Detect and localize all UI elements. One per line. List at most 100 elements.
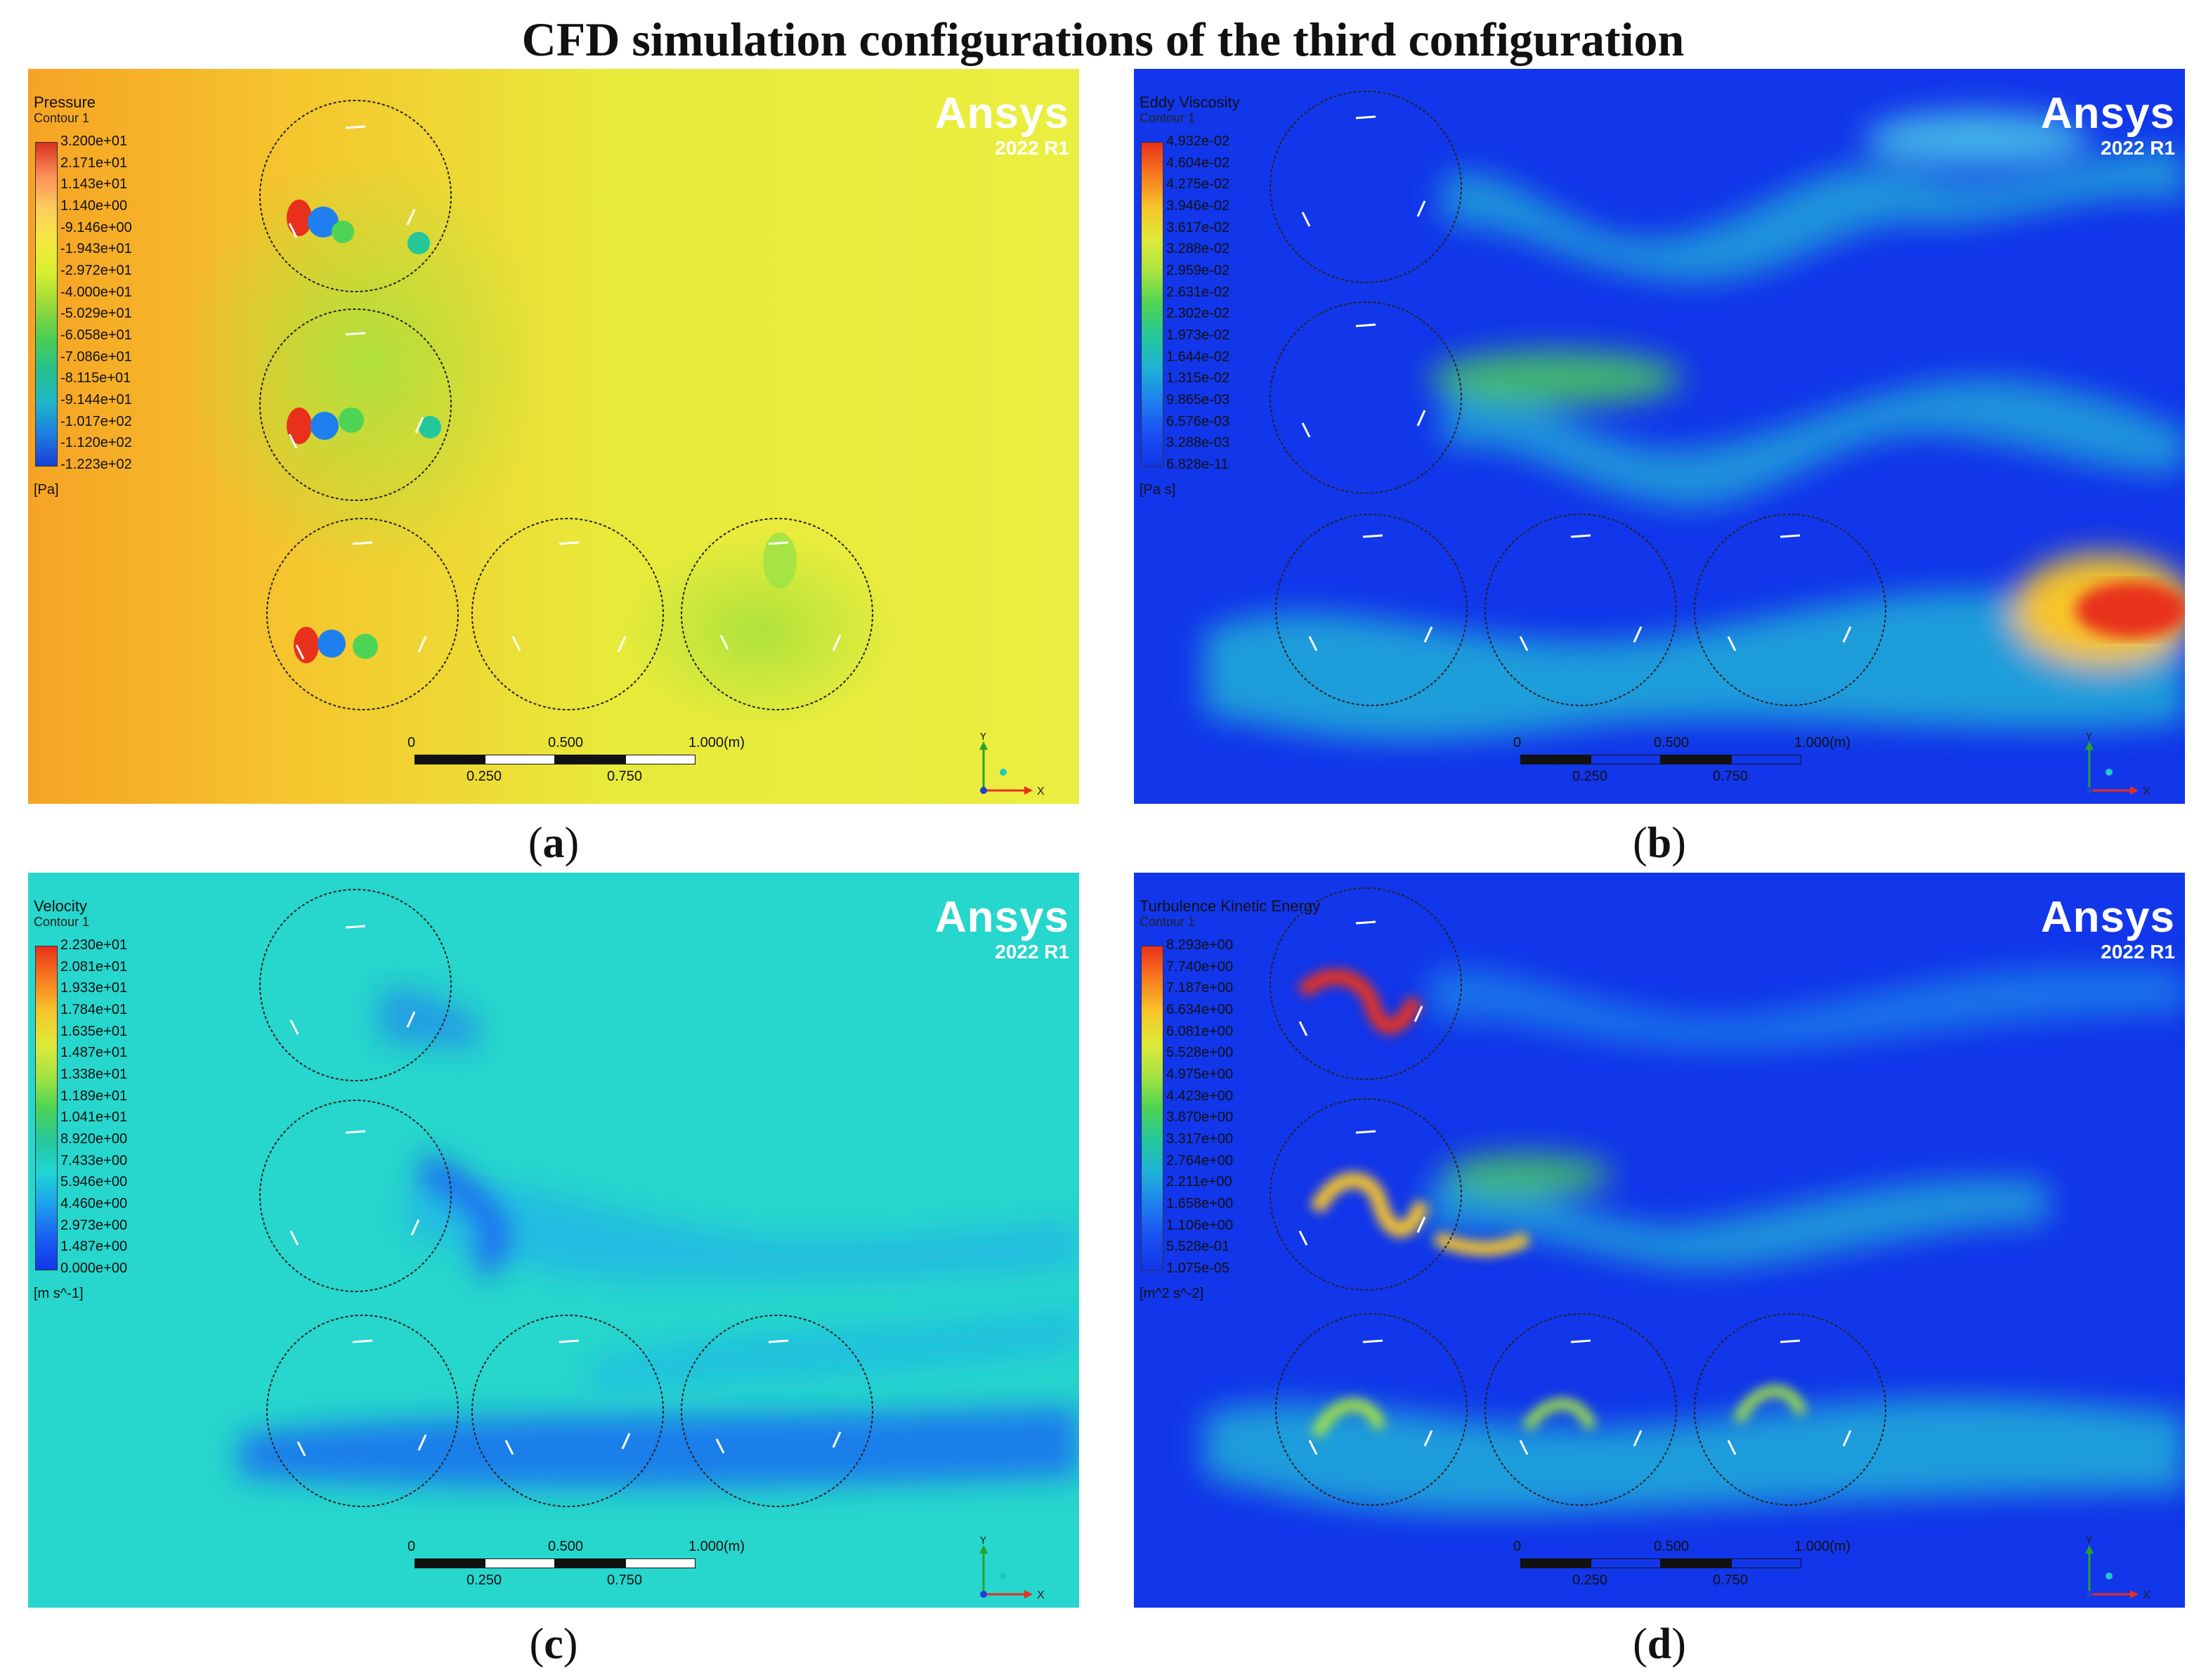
y-axis-arrowhead [2085, 1545, 2094, 1554]
legend-title: Turbulence Kinetic Energy [1140, 897, 1321, 915]
wake-plumes [1204, 111, 2185, 741]
legend-tick-label: 4.423e+00 [1166, 1088, 1234, 1104]
legend-title: Velocity [34, 897, 87, 915]
scale-unit: (m) [1829, 735, 1851, 750]
legend-tick-label: 1.189e+01 [60, 1088, 128, 1104]
z-axis-dot [980, 787, 987, 794]
view-center-dot [2106, 769, 2113, 776]
legend-tick-label: 3.288e-02 [1166, 241, 1230, 257]
caption-b: (b) [1633, 819, 1686, 867]
velocity-field [28, 873, 1079, 1608]
y-axis-label: Y [979, 733, 987, 743]
scale-segment [1591, 1558, 1661, 1568]
scale-label: 0 [1513, 735, 1522, 750]
legend-tick-label: 1.635e+01 [60, 1023, 128, 1039]
scale-label: 0.500 [548, 1539, 584, 1554]
legend-tick-label: 5.528e-01 [1166, 1239, 1230, 1255]
y-axis-arrowhead [2085, 741, 2094, 750]
rotor-circle [1275, 1313, 1468, 1506]
rotor-circle [259, 308, 452, 501]
eddy-viscosity-peak [2075, 582, 2185, 638]
legend-tick-label: 7.740e+00 [1166, 958, 1234, 975]
legend-tick-label: -9.146e+00 [60, 219, 132, 235]
legend-tick-label: -7.086e+01 [60, 349, 132, 365]
legend-tick-label: 1.140e+00 [60, 198, 128, 214]
legend-tick-label: 2.211e+00 [1166, 1174, 1232, 1190]
legend-tick-label: 1.644e-02 [1166, 349, 1230, 365]
scale-segment [485, 755, 555, 764]
scale-segment [1520, 1558, 1591, 1568]
axes-triad: YX [2085, 733, 2150, 797]
legend-tick-label: 3.288e-03 [1166, 435, 1230, 451]
scale-bar: 0 0.500 1.000 (m) 0.250 0.750 [1513, 729, 1851, 793]
x-axis-arrowhead [1024, 1590, 1033, 1598]
scale-label: 0.750 [1713, 769, 1749, 784]
figure-title: CFD simulation configurations of the thi… [521, 13, 1685, 66]
tke-contour-panel: Turbulence Kinetic Energy Contour 1 8.29… [1134, 873, 2185, 1608]
eddy-viscosity-contour-panel: Eddy Viscosity Contour 1 4.932e-02 4.604e… [1134, 69, 2185, 804]
scale-segment [485, 1558, 555, 1568]
legend-tick-label: 4.975e+00 [1166, 1067, 1234, 1082]
legend-tick-label: 6.828e-11 [1166, 457, 1229, 472]
scale-unit: (m) [1829, 1539, 1851, 1554]
legend-title: Eddy Viscosity [1140, 93, 1240, 111]
axes-triad: YX [2085, 1537, 2150, 1601]
legend-subtitle: Contour 1 [34, 915, 90, 929]
brand-name: Ansys [2040, 893, 2175, 942]
y-axis-arrowhead [979, 741, 988, 750]
legend-tick-label: 4.932e-02 [1166, 134, 1230, 149]
scale-bar: 0 0.500 1.000 (m) 0.250 0.750 [407, 1533, 745, 1596]
scale-label: 0.750 [1713, 1572, 1749, 1588]
wake-deficits [239, 989, 1079, 1487]
z-axis-dot [2086, 787, 2093, 794]
legend-tick-label: 3.870e+00 [1166, 1109, 1234, 1126]
rotor-circle [266, 518, 459, 710]
legend-tick-label: 1.106e+00 [1166, 1217, 1234, 1233]
legend-tick-label: 1.658e+00 [1166, 1196, 1234, 1211]
blades [1298, 920, 1852, 1455]
ansys-logo: Ansys 2022 R1 [935, 894, 1069, 963]
legend-unit: [Pa s] [1140, 482, 1176, 497]
legend-tick-label: 2.764e+00 [1166, 1152, 1234, 1168]
rotor-circle [471, 1315, 664, 1507]
axes-triad: YX [979, 733, 1045, 797]
rotor-circle [1270, 91, 1462, 283]
brand-version: 2022 R1 [2101, 137, 2175, 159]
tke-hotspots [1297, 969, 1807, 1438]
scale-segment [1661, 755, 1731, 764]
caption-c: (c) [529, 1620, 578, 1668]
legend-unit: [m^2 s^-2] [1140, 1286, 1204, 1301]
eddy-viscosity-field [1134, 69, 2185, 804]
legend-tick-label: 0.000e+00 [60, 1261, 128, 1276]
legend-tick-label: 6.634e+00 [1166, 1002, 1234, 1017]
scale-label: 0 [407, 735, 416, 750]
legend-tick-label: 8.920e+00 [60, 1131, 128, 1147]
scale-label: 1.000 [688, 1539, 724, 1554]
scale-segment [415, 1558, 485, 1568]
legend-tick-label: -4.000e+01 [60, 284, 132, 300]
ansys-logo: Ansys 2022 R1 [935, 90, 1069, 159]
brand-version: 2022 R1 [995, 941, 1069, 963]
legend-tick-label: 6.081e+00 [1166, 1023, 1234, 1039]
velocity-contour-panel: Velocity Contour 1 2.230e+01 2.081e+01 1.9… [28, 873, 1079, 1608]
scale-segment [1661, 1558, 1731, 1568]
blades [289, 925, 842, 1457]
turbine-rotors [259, 100, 873, 710]
scale-unit: (m) [724, 735, 745, 750]
scale-segment [415, 755, 485, 764]
rotor-circle [1270, 1098, 1462, 1291]
caption-a: (a) [528, 819, 580, 867]
rotor-circle [1694, 1313, 1886, 1506]
rotor-circle [259, 889, 452, 1081]
scale-label: 0.750 [607, 769, 643, 784]
legend-tick-label: 1.075e-05 [1166, 1261, 1230, 1276]
scale-segment [555, 1558, 625, 1568]
x-axis-arrowhead [1024, 786, 1033, 795]
scale-segment [625, 1558, 696, 1568]
legend-tick-label: 1.041e+01 [60, 1109, 128, 1126]
legend-ticks: 2.230e+01 2.081e+01 1.933e+01 1.784e+01 1.63… [60, 937, 201, 1276]
scale-segment [1520, 755, 1591, 764]
rotor-circle [1270, 887, 1462, 1080]
legend-tick-label: -6.058e+01 [60, 327, 132, 343]
legend-tick-label: 1.487e+01 [60, 1045, 128, 1061]
